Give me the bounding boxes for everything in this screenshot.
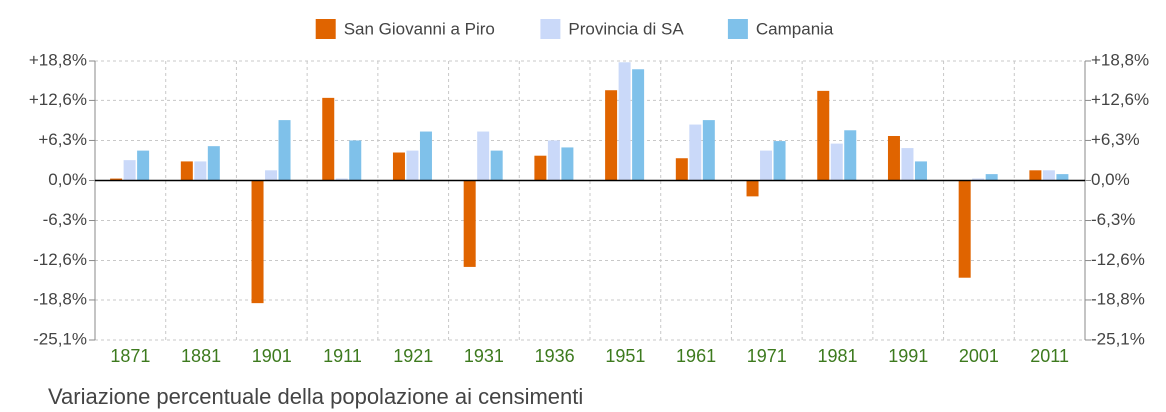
bar [265,170,278,181]
bar [534,155,547,181]
x-tick-label: 1931 [464,346,504,366]
bar [675,158,688,181]
legend-label: Provincia di SA [568,19,684,38]
bar [746,180,759,197]
bar [830,143,843,181]
y-tick-label: -6,3% [43,210,87,229]
x-tick-label: 1871 [110,346,150,366]
bar [477,131,490,181]
x-tick-label: 1981 [817,346,857,366]
y2-tick-label: -12,6% [1091,250,1145,269]
bar [322,97,335,181]
y-tick-label: -18,8% [33,289,87,308]
y-tick-label: -12,6% [33,250,87,269]
legend-swatch [540,19,561,39]
chart-title: Variazione percentuale della popolazione… [48,384,583,409]
bar [844,130,857,181]
legend-swatch [727,19,748,39]
y-tick-label: -25,1% [33,329,87,348]
y-tick-label: +12,6% [29,90,87,109]
bar [123,160,136,181]
bar [180,161,193,181]
y2-tick-label: +18,8% [1091,50,1149,69]
bar [490,150,503,181]
x-tick-label: 1991 [888,346,928,366]
bar [901,148,914,181]
x-tick-label: 1881 [181,346,221,366]
y2-tick-label: +12,6% [1091,90,1149,109]
bar [419,131,432,181]
bar [561,147,574,181]
y2-tick-label: -25,1% [1091,329,1145,348]
y2-tick-label: -18,8% [1091,289,1145,308]
y-tick-label: +18,8% [29,50,87,69]
bar [547,140,560,181]
bar [335,178,348,181]
bar [137,150,150,181]
bar [914,161,927,181]
x-tick-label: 1936 [535,346,575,366]
x-tick-label: 2001 [959,346,999,366]
bar [689,124,702,181]
bar [463,180,476,267]
bar [702,120,715,181]
bar [605,90,618,181]
bar [985,174,998,181]
x-tick-label: 1911 [323,346,362,366]
bar [1029,170,1042,181]
x-tick-label: 1971 [747,346,787,366]
bar [110,178,123,181]
y-tick-label: 0,0% [48,170,87,189]
legend-swatch [315,19,336,39]
bar [251,180,264,304]
x-tick-label: 1921 [393,346,433,366]
bar [773,141,786,181]
legend-label: San Giovanni a Piro [344,19,495,38]
legend-label: Campania [756,19,834,38]
y2-tick-label: 0,0% [1091,170,1130,189]
bar [406,150,419,181]
bar [207,146,220,181]
x-tick-label: 1951 [605,346,645,366]
bar [958,180,971,278]
bar [887,135,900,181]
y-tick-label: +6,3% [38,130,87,149]
bar [278,120,291,181]
bar [618,62,631,181]
bar [760,150,773,181]
bar [194,161,207,181]
bar [392,152,405,181]
bar [632,69,645,181]
bar [972,178,985,181]
y2-tick-label: -6,3% [1091,210,1135,229]
x-tick-label: 2011 [1030,346,1069,366]
bar [349,140,362,181]
x-tick-label: 1961 [676,346,716,366]
bar [1056,174,1069,181]
bar [817,90,830,181]
bar [1042,170,1055,181]
x-tick-label: 1901 [252,346,292,366]
y2-tick-label: +6,3% [1091,130,1140,149]
